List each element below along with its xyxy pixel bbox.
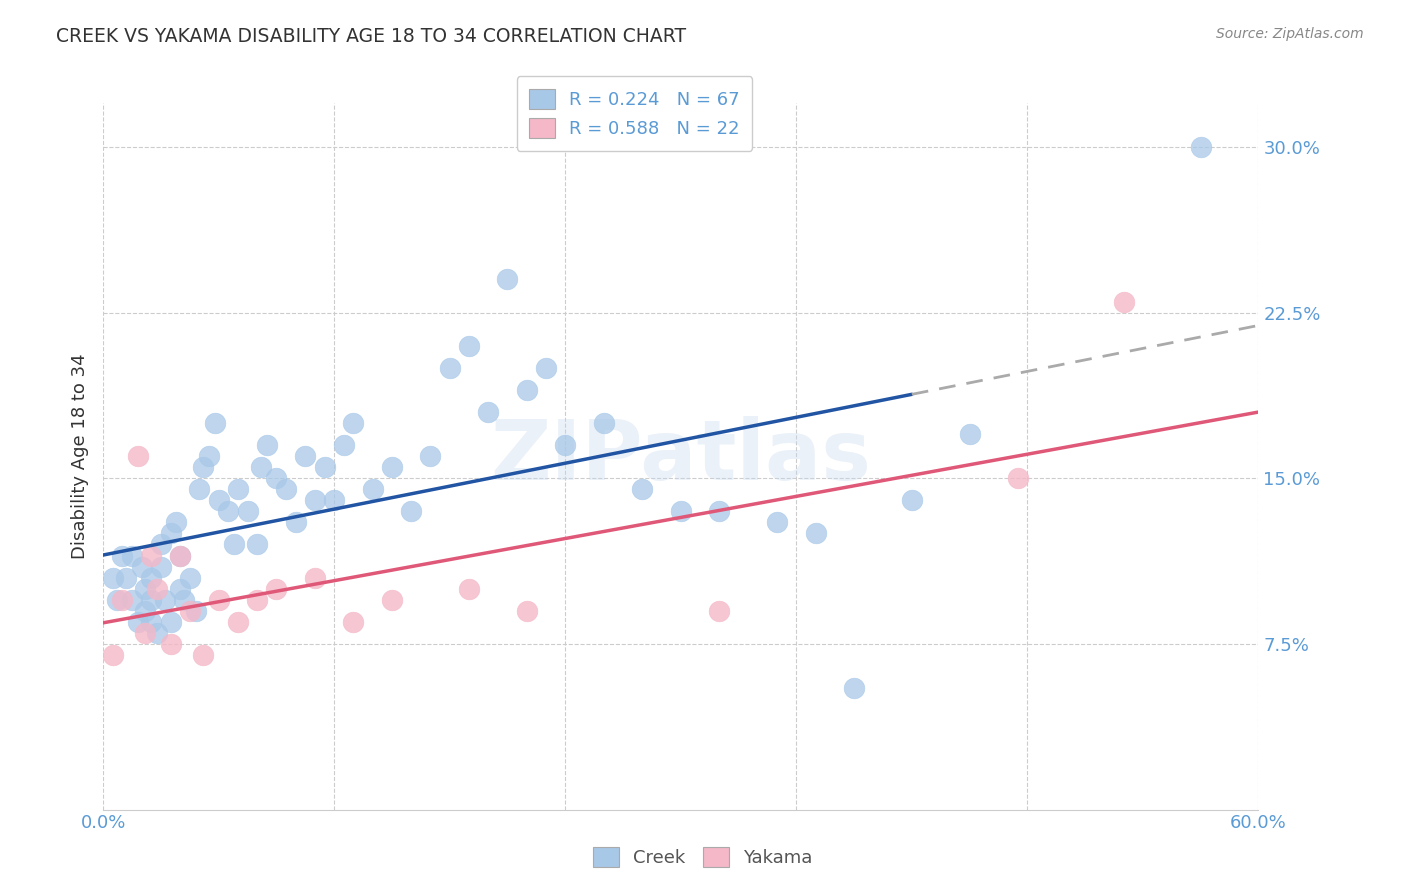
Point — [842, 681, 865, 695]
Point — [208, 592, 231, 607]
Point — [121, 549, 143, 563]
Point — [134, 625, 156, 640]
Point — [127, 615, 149, 629]
Text: ZIPatlas: ZIPatlas — [491, 416, 872, 497]
Point — [516, 383, 538, 397]
Point — [193, 648, 215, 662]
Point — [193, 460, 215, 475]
Point — [105, 592, 128, 607]
Point — [554, 438, 576, 452]
Point — [131, 559, 153, 574]
Point — [1189, 140, 1212, 154]
Point — [153, 592, 176, 607]
Y-axis label: Disability Age 18 to 34: Disability Age 18 to 34 — [72, 353, 89, 559]
Point — [173, 592, 195, 607]
Point — [169, 549, 191, 563]
Point — [115, 571, 138, 585]
Point — [204, 416, 226, 430]
Point — [256, 438, 278, 452]
Point — [111, 592, 134, 607]
Point — [141, 571, 163, 585]
Point — [101, 571, 124, 585]
Point — [101, 648, 124, 662]
Point — [709, 504, 731, 518]
Point — [141, 592, 163, 607]
Point — [208, 493, 231, 508]
Point — [1007, 471, 1029, 485]
Point — [188, 483, 211, 497]
Point — [342, 416, 364, 430]
Point — [439, 360, 461, 375]
Point — [274, 483, 297, 497]
Point — [146, 582, 169, 596]
Point — [236, 504, 259, 518]
Point — [134, 604, 156, 618]
Text: Source: ZipAtlas.com: Source: ZipAtlas.com — [1216, 27, 1364, 41]
Point — [304, 493, 326, 508]
Point — [165, 516, 187, 530]
Point — [179, 604, 201, 618]
Point — [381, 460, 404, 475]
Point — [333, 438, 356, 452]
Point — [342, 615, 364, 629]
Point — [361, 483, 384, 497]
Point — [399, 504, 422, 518]
Point — [246, 537, 269, 551]
Point — [592, 416, 614, 430]
Point — [419, 449, 441, 463]
Point — [1112, 294, 1135, 309]
Point — [284, 516, 307, 530]
Point — [901, 493, 924, 508]
Point — [179, 571, 201, 585]
Point — [159, 637, 181, 651]
Point — [323, 493, 346, 508]
Point — [959, 427, 981, 442]
Point — [246, 592, 269, 607]
Point — [169, 549, 191, 563]
Point — [159, 615, 181, 629]
Point — [127, 449, 149, 463]
Point — [669, 504, 692, 518]
Point — [709, 604, 731, 618]
Point — [381, 592, 404, 607]
Point — [304, 571, 326, 585]
Point — [804, 526, 827, 541]
Point — [217, 504, 239, 518]
Point — [141, 549, 163, 563]
Point — [266, 582, 288, 596]
Point — [477, 405, 499, 419]
Point — [314, 460, 336, 475]
Point — [631, 483, 654, 497]
Point — [226, 483, 249, 497]
Point — [496, 272, 519, 286]
Legend: Creek, Yakama: Creek, Yakama — [586, 839, 820, 874]
Point — [111, 549, 134, 563]
Point — [149, 559, 172, 574]
Point — [222, 537, 245, 551]
Text: CREEK VS YAKAMA DISABILITY AGE 18 TO 34 CORRELATION CHART: CREEK VS YAKAMA DISABILITY AGE 18 TO 34 … — [56, 27, 686, 45]
Point — [766, 516, 789, 530]
Point — [226, 615, 249, 629]
Point — [516, 604, 538, 618]
Point — [159, 526, 181, 541]
Point — [266, 471, 288, 485]
Point — [458, 582, 481, 596]
Point — [458, 339, 481, 353]
Point — [134, 582, 156, 596]
Point — [294, 449, 316, 463]
Point — [184, 604, 207, 618]
Point — [534, 360, 557, 375]
Legend: R = 0.224   N = 67, R = 0.588   N = 22: R = 0.224 N = 67, R = 0.588 N = 22 — [517, 77, 752, 151]
Point — [250, 460, 273, 475]
Point — [149, 537, 172, 551]
Point — [146, 625, 169, 640]
Point — [141, 615, 163, 629]
Point — [169, 582, 191, 596]
Point — [121, 592, 143, 607]
Point — [198, 449, 221, 463]
